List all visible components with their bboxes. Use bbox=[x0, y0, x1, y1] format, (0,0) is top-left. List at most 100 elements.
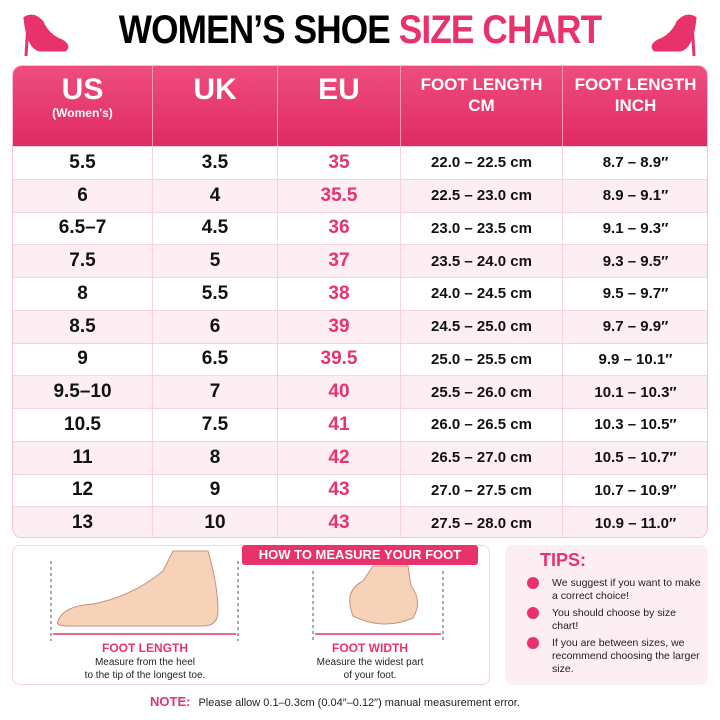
table-cell: 35 bbox=[278, 147, 401, 179]
table-cell: 13 bbox=[13, 507, 153, 537]
header-line: INCH bbox=[614, 96, 657, 115]
header-line: FOOT LENGTH bbox=[574, 75, 697, 94]
table-cell: 7.5 bbox=[13, 245, 153, 277]
table-cell: 22.5 – 23.0 cm bbox=[401, 179, 563, 212]
table-cell: 38 bbox=[278, 278, 401, 310]
table-cell: 9.9 – 10.1″ bbox=[563, 344, 707, 376]
size-table: US (Women's) UK EU FOOT LENGTH CM FOOT LENGTH I… bbox=[12, 65, 708, 538]
length-label: FOOT LENGTH bbox=[102, 641, 188, 655]
desc-line: Measure the widest part bbox=[316, 657, 424, 668]
table-row: 10.5 7.5 41 26.0 – 26.5 cm 10.3 – 10.5″ bbox=[13, 408, 707, 441]
table-cell: 27.5 – 28.0 cm bbox=[401, 507, 563, 537]
table-row: 5.5 3.5 35 22.0 – 22.5 cm 8.7 – 8.9″ bbox=[13, 146, 707, 179]
table-cell: 8.7 – 8.9″ bbox=[563, 147, 707, 179]
table-cell: 6.5–7 bbox=[13, 212, 153, 245]
table-cell: 6 bbox=[13, 179, 153, 212]
table-cell: 9 bbox=[13, 343, 153, 376]
tips-title: TIPS: bbox=[540, 550, 587, 570]
note-text: Please allow 0.1–0.3cm (0.04″–0.12″) man… bbox=[198, 697, 520, 709]
table-cell: 9.1 – 9.3″ bbox=[563, 213, 707, 245]
length-desc: Measure from the heel to the tip of the l… bbox=[40, 656, 250, 682]
title-pink: SIZE CHART bbox=[398, 8, 602, 52]
table-cell: 39.5 bbox=[278, 343, 401, 376]
column-header: US (Women's) bbox=[13, 66, 153, 146]
table-row: 6.5–7 4.5 36 23.0 – 23.5 cm 9.1 – 9.3″ bbox=[13, 211, 707, 245]
table-row: 11 8 42 26.5 – 27.0 cm 10.5 – 10.7″ bbox=[13, 440, 707, 474]
header-main: US bbox=[61, 73, 104, 106]
column-header: FOOT LENGTH CM bbox=[401, 66, 563, 146]
table-cell: 6 bbox=[153, 310, 278, 343]
tip-bullet bbox=[527, 637, 539, 649]
table-cell: 9.5–10 bbox=[13, 376, 153, 408]
table-cell: 23.0 – 23.5 cm bbox=[401, 212, 563, 245]
header-sub: (Women's) bbox=[52, 106, 113, 120]
note: NOTE: Please allow 0.1–0.3cm (0.04″–0.12″… bbox=[150, 694, 520, 709]
table-cell: 25.0 – 25.5 cm bbox=[401, 343, 563, 376]
table-cell: 39 bbox=[278, 310, 401, 343]
table-cell: 25.5 – 26.0 cm bbox=[401, 376, 563, 408]
measure-panel bbox=[12, 545, 490, 685]
table-cell: 37 bbox=[278, 245, 401, 277]
table-cell: 9.3 – 9.5″ bbox=[563, 245, 707, 277]
desc-line: to the tip of the longest toe. bbox=[84, 670, 206, 681]
table-cell: 43 bbox=[278, 474, 401, 507]
table-row: 7.5 5 37 23.5 – 24.0 cm 9.3 – 9.5″ bbox=[13, 244, 707, 277]
table-cell: 11 bbox=[13, 441, 153, 474]
tip-text: If you are between sizes, we recommend c… bbox=[552, 637, 700, 675]
table-cell: 8.5 bbox=[13, 310, 153, 343]
table-cell: 22.0 – 22.5 cm bbox=[401, 147, 563, 179]
table-row: 6 4 35.5 22.5 – 23.0 cm 8.9 – 9.1″ bbox=[13, 178, 707, 212]
table-cell: 12 bbox=[13, 474, 153, 507]
table-cell: 7 bbox=[153, 376, 278, 408]
table-cell: 10.3 – 10.5″ bbox=[563, 409, 707, 441]
table-row: 12 9 43 27.0 – 27.5 cm 10.7 – 10.9″ bbox=[13, 473, 707, 507]
note-label: NOTE: bbox=[150, 694, 191, 709]
table-row: 9 6.5 39.5 25.0 – 25.5 cm 9.9 – 10.1″ bbox=[13, 342, 707, 376]
measure-title: HOW TO MEASURE YOUR FOOT bbox=[242, 545, 478, 565]
title: WOMEN’S SHOE SIZE CHART bbox=[43, 8, 677, 53]
table-cell: 10.5 – 10.7″ bbox=[563, 442, 707, 474]
table-cell: 10 bbox=[153, 507, 278, 537]
column-header: UK bbox=[153, 66, 278, 146]
header-line: FOOT LENGTH bbox=[420, 75, 543, 94]
table-cell: 3.5 bbox=[153, 147, 278, 179]
shoe-icon bbox=[651, 14, 697, 57]
table-cell: 24.5 – 25.0 cm bbox=[401, 310, 563, 343]
table-cell: 4.5 bbox=[153, 212, 278, 245]
column-header: EU bbox=[278, 66, 401, 146]
table-cell: 6.5 bbox=[153, 343, 278, 376]
table-cell: 27.0 – 27.5 cm bbox=[401, 474, 563, 507]
table-cell: 26.0 – 26.5 cm bbox=[401, 409, 563, 441]
tips-panel bbox=[505, 545, 708, 685]
desc-line: Measure from the heel bbox=[94, 657, 196, 668]
table-cell: 43 bbox=[278, 507, 401, 537]
tip-bullet bbox=[527, 577, 539, 589]
table-row: 9.5–10 7 40 25.5 – 26.0 cm 10.1 – 10.3″ bbox=[13, 375, 707, 408]
table-cell: 35.5 bbox=[278, 179, 401, 212]
width-label: FOOT WIDTH bbox=[332, 641, 408, 655]
table-row: 8 5.5 38 24.0 – 24.5 cm 9.5 – 9.7″ bbox=[13, 277, 707, 310]
table-cell: 8 bbox=[13, 278, 153, 310]
table-cell: 23.5 – 24.0 cm bbox=[401, 245, 563, 277]
column-header: FOOT LENGTH INCH bbox=[563, 66, 707, 146]
header-line: CM bbox=[468, 96, 495, 115]
header-main: UK bbox=[193, 73, 237, 106]
table-cell: 9.7 – 9.9″ bbox=[563, 311, 707, 343]
table-cell: 9 bbox=[153, 474, 278, 507]
table-cell: 5.5 bbox=[153, 278, 278, 310]
table-cell: 4 bbox=[153, 179, 278, 212]
shoe-icon bbox=[23, 14, 69, 57]
tip-bullet bbox=[527, 607, 539, 619]
measure-illustration bbox=[50, 550, 444, 641]
table-cell: 7.5 bbox=[153, 409, 278, 441]
table-cell: 9.5 – 9.7″ bbox=[563, 278, 707, 310]
table-row: 8.5 6 39 24.5 – 25.0 cm 9.7 – 9.9″ bbox=[13, 309, 707, 343]
table-cell: 10.5 bbox=[13, 409, 153, 441]
table-cell: 10.1 – 10.3″ bbox=[563, 376, 707, 408]
table-cell: 36 bbox=[278, 212, 401, 245]
table-row: 13 10 43 27.5 – 28.0 cm 10.9 – 11.0″ bbox=[13, 506, 707, 537]
table-cell: 41 bbox=[278, 409, 401, 441]
table-cell: 10.9 – 11.0″ bbox=[563, 507, 707, 537]
tip-text: We suggest if you want to make a correct… bbox=[552, 577, 701, 602]
